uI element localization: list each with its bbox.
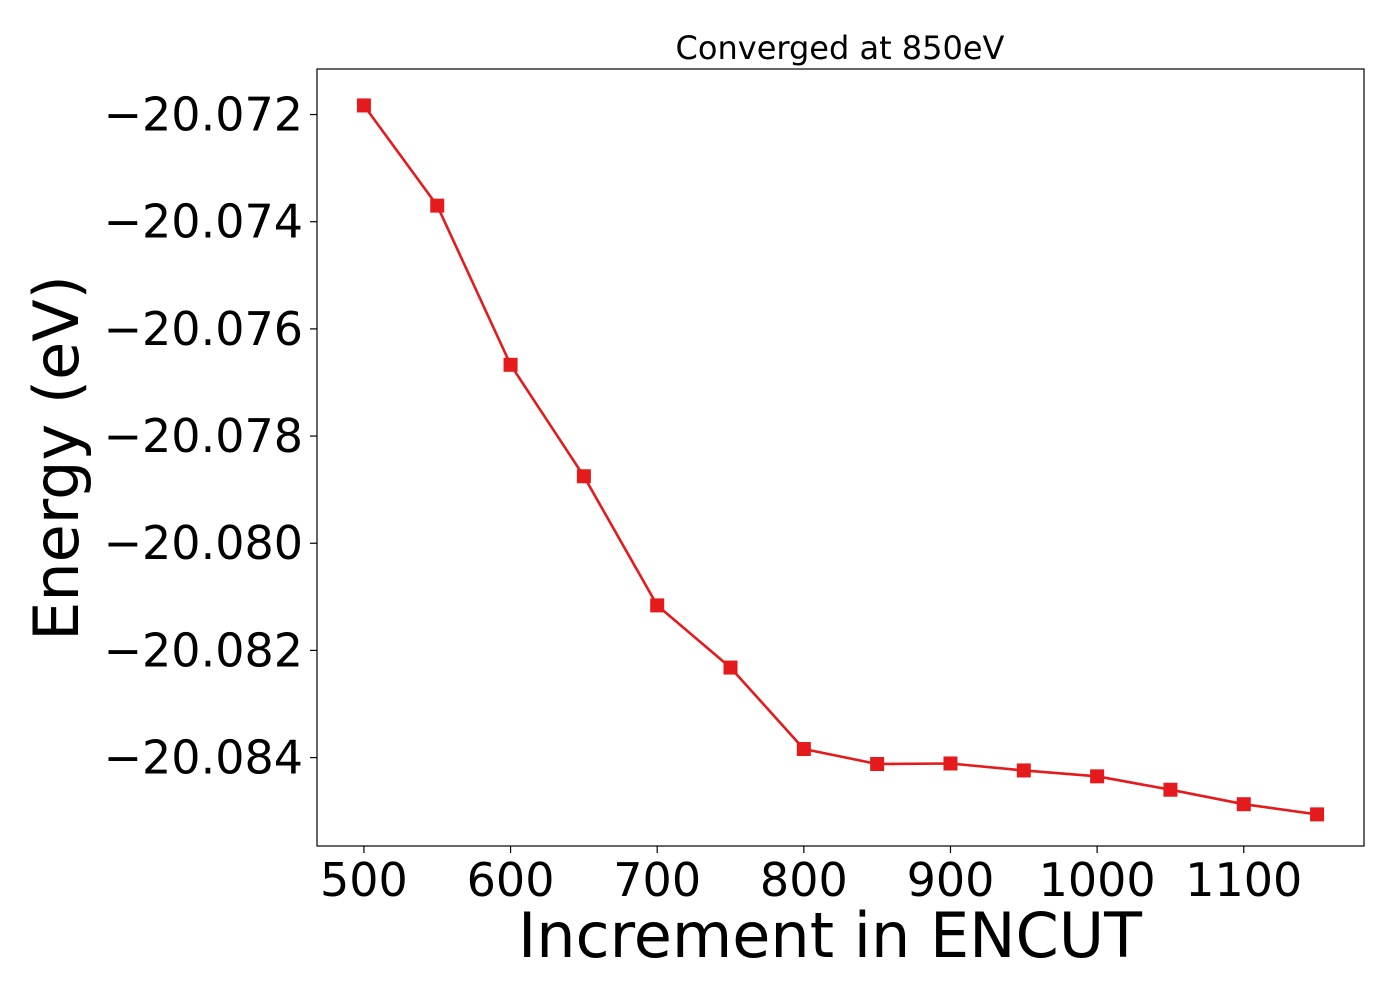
data-point-marker [576, 469, 591, 484]
x-axis-label: Increment in ENCUT [518, 899, 1143, 972]
x-tick-label: 700 [613, 853, 701, 907]
plot-frame [316, 68, 1365, 847]
data-point-marker [650, 598, 665, 613]
y-tick-label: −20.078 [104, 409, 304, 463]
data-point-marker [943, 756, 958, 771]
data-point-marker [430, 198, 445, 213]
y-tick-label: −20.076 [104, 302, 304, 356]
data-point-marker [723, 660, 738, 675]
data-point-marker [1016, 763, 1031, 778]
data-point-marker [870, 757, 885, 772]
y-axis-ticks: −20.072 −20.074 −20.076 −20.078 −20.080 −20.0… [104, 88, 317, 785]
x-tick-label: 800 [760, 853, 848, 907]
series-line [362, 104, 1318, 816]
x-axis-ticks: 500 600 700 800 900 1000 1100 [320, 846, 1302, 907]
x-tick-label: 1100 [1185, 853, 1302, 907]
y-tick-label: −20.082 [104, 623, 304, 677]
data-point-marker [1163, 782, 1178, 797]
data-point-marker [1310, 807, 1325, 822]
y-tick-label: −20.084 [104, 731, 304, 785]
x-tick-label: 500 [320, 853, 408, 907]
data-point-marker [503, 357, 518, 372]
x-tick-label: 600 [467, 853, 555, 907]
x-tick-label: 900 [907, 853, 995, 907]
data-point-marker [1236, 797, 1251, 812]
x-tick-label: 1000 [1039, 853, 1156, 907]
data-point-marker [796, 742, 811, 757]
y-tick-label: −20.080 [104, 516, 304, 570]
y-tick-label: −20.072 [104, 88, 304, 142]
data-point-marker [356, 98, 371, 113]
plot-series [356, 98, 1325, 822]
y-tick-label: −20.074 [104, 195, 304, 249]
y-axis-label: Energy (eV) [20, 275, 93, 641]
chart-title: Converged at 850eV [676, 29, 1005, 67]
data-point-marker [1090, 769, 1105, 784]
